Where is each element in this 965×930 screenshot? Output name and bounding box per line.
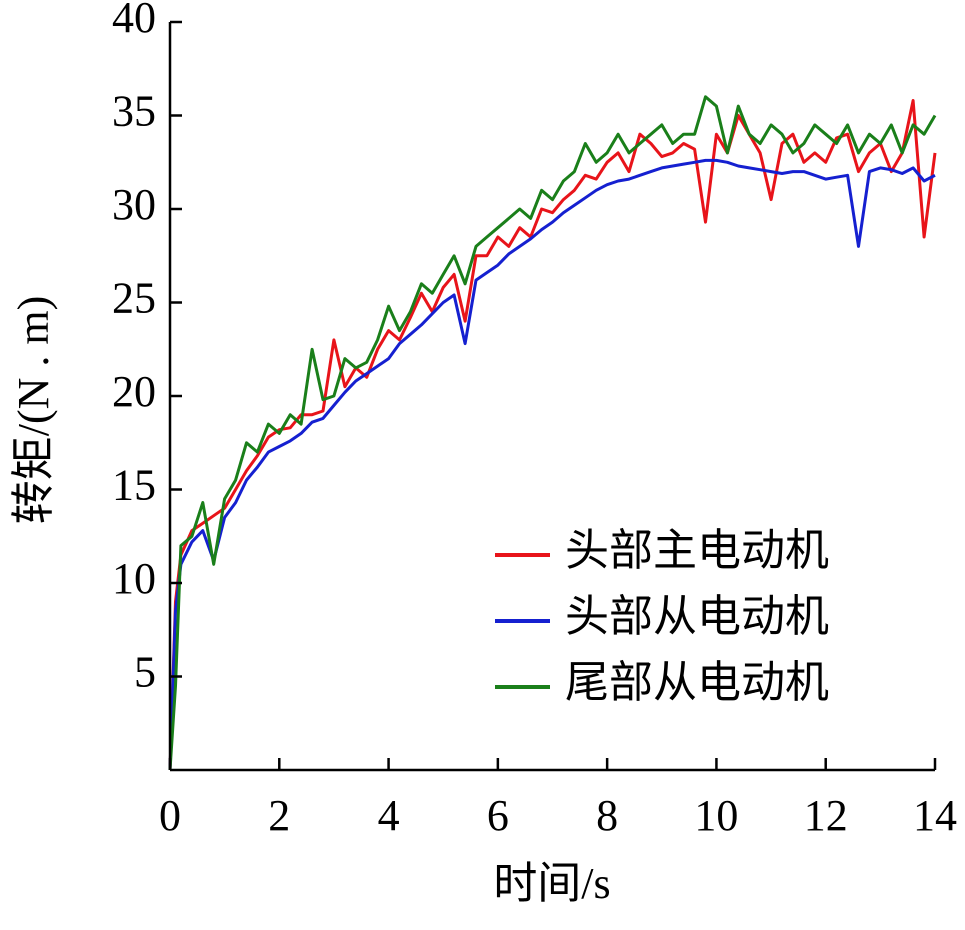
x-tick-label: 14 [913,791,957,840]
data-line [168,95,937,771]
y-tick-label: 10 [112,554,156,603]
x-tick-label: 8 [596,791,618,840]
x-tick-label: 10 [694,791,738,840]
x-tick-label: 4 [378,791,400,840]
data-line [168,99,937,771]
legend-label: 头部从电动机 [565,592,829,641]
y-tick-label: 5 [134,648,156,697]
x-tick-label: 0 [159,791,181,840]
y-tick-label: 20 [112,367,156,416]
legend-label: 尾部从电动机 [565,658,829,707]
legend-label: 头部主电动机 [565,526,829,575]
x-tick-label: 6 [487,791,509,840]
data-line [168,158,936,771]
x-tick-label: 2 [268,791,290,840]
y-tick-label: 15 [112,461,156,510]
y-tick-label: 40 [112,0,156,42]
y-axis-label: 转矩/(N . m) [9,296,58,525]
x-tick-label: 12 [804,791,848,840]
y-tick-label: 25 [112,274,156,323]
x-axis-label: 时间/s [493,859,610,908]
y-tick-label: 30 [112,180,156,229]
y-tick-label: 35 [112,87,156,136]
